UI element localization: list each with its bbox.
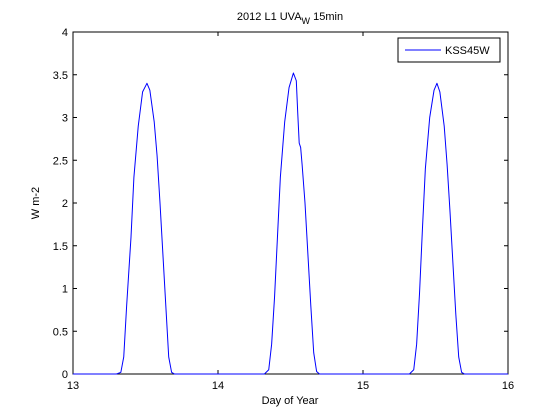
chart-title-suffix: 15min <box>310 11 343 23</box>
chart-title-main: 2012 L1 UVA <box>237 11 302 23</box>
x-axis-ticks: 13 14 15 16 <box>67 32 514 392</box>
x-tick-label: 15 <box>357 380 369 392</box>
series-line-kss45w <box>73 72 508 375</box>
legend-label-kss45w: KSS45W <box>445 45 490 57</box>
chart-title-subscript: W <box>302 16 311 26</box>
legend: KSS45W <box>397 37 501 63</box>
y-tick-label: 1 <box>62 284 68 296</box>
y-tick-label: 2.5 <box>53 155 68 167</box>
x-axis-label: Day of Year <box>262 395 319 407</box>
plot-area <box>72 31 509 375</box>
y-tick-label: 2 <box>62 198 68 210</box>
x-tick-label: 14 <box>212 380 224 392</box>
x-tick-label: 16 <box>502 380 514 392</box>
y-axis-label: W m-2 <box>30 187 42 219</box>
y-tick-label: 3.5 <box>53 70 68 82</box>
y-tick-label: 3 <box>62 113 68 125</box>
series-layer <box>73 72 508 375</box>
chart-title: 2012 L1 UVAW 15min <box>237 11 343 26</box>
y-tick-label: 0.5 <box>53 326 68 338</box>
y-axis-ticks: 0 0.5 1 1.5 2 2.5 3 3.5 4 <box>53 27 508 381</box>
x-tick-label: 13 <box>67 380 79 392</box>
y-tick-label: 4 <box>62 27 68 39</box>
y-tick-label: 1.5 <box>53 241 68 253</box>
y-tick-label: 0 <box>62 369 68 381</box>
